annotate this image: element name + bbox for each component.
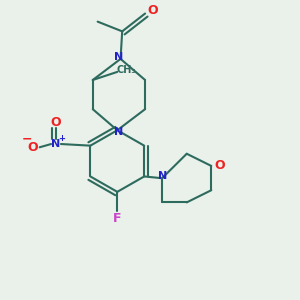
Text: N: N [51, 139, 61, 149]
Text: −: − [21, 133, 32, 146]
Text: F: F [113, 212, 122, 225]
Text: +: + [58, 134, 65, 143]
Text: CH₃: CH₃ [117, 65, 136, 75]
Text: N: N [114, 127, 124, 137]
Text: O: O [28, 141, 38, 154]
Text: O: O [147, 4, 158, 17]
Text: O: O [51, 116, 61, 130]
Text: O: O [214, 159, 225, 172]
Text: N: N [114, 52, 124, 62]
Text: N: N [158, 172, 167, 182]
